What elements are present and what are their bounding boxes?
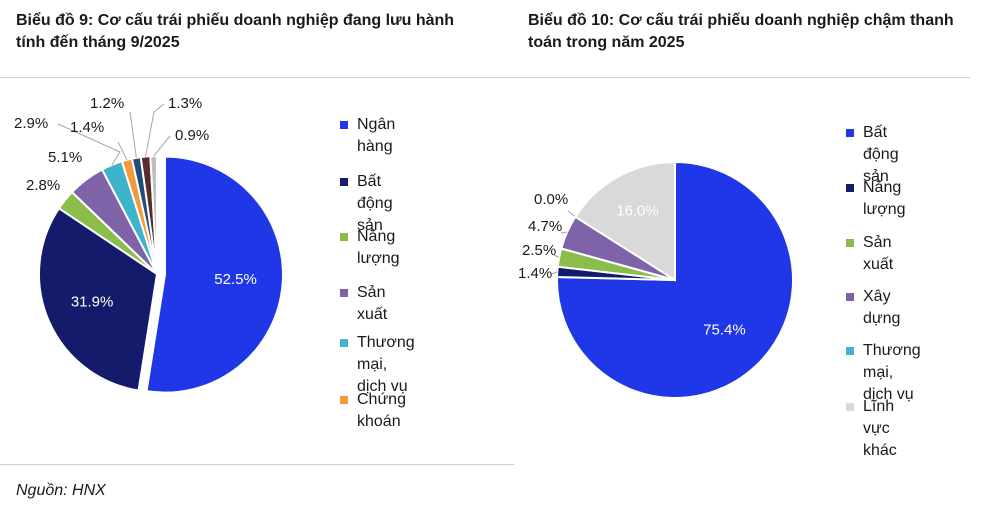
chart-9-label-7: 1.3%	[168, 95, 202, 112]
chart-10-title: Biểu đồ 10: Cơ cấu trái phiếu doanh nghi…	[528, 12, 954, 51]
chart-10-legend-label-2: Sản xuất	[863, 234, 894, 273]
chart-9-slice-1	[38, 206, 159, 392]
chart-10-leader-2	[553, 254, 560, 258]
chart-10-slice-5	[573, 160, 676, 282]
chart-9-legend-label-4: Thương mại, dịch vụ	[357, 334, 415, 395]
chart-9-legend-item-3: Sản xuất	[340, 282, 387, 326]
chart-9-legend-label-5: Chứng khoán	[357, 391, 406, 430]
chart-9-label-2: 2.8%	[26, 177, 60, 194]
chart-9-leader-6	[129, 111, 137, 158]
chart-10-legend-swatch-0	[846, 129, 854, 137]
chart-9-legend-item-5: Chứng khoán	[340, 389, 406, 433]
bottom-divider	[0, 464, 514, 465]
chart-9-legend-label-1: Bất động sản	[357, 173, 393, 234]
chart-9-legend-item-4: Thương mại, dịch vụ	[340, 332, 415, 398]
chart-10-legend-label-3: Xây dựng	[863, 288, 901, 327]
chart-9-leader-4	[57, 123, 121, 166]
chart-9-label-0: 52.5%	[214, 271, 257, 288]
chart-9-legend-swatch-1	[340, 178, 348, 186]
chart-10-label-4: 0.0%	[534, 191, 568, 208]
chart-10-leader-1	[551, 271, 558, 275]
chart-10-legend-swatch-2	[846, 239, 854, 247]
chart-10-leader-3	[560, 231, 568, 234]
chart-10-slice-0	[556, 160, 794, 399]
chart-9-slice-0	[145, 155, 284, 394]
chart-9-label-3: 5.1%	[48, 149, 82, 166]
top-divider	[0, 77, 970, 78]
chart-9-label-8: 0.9%	[175, 127, 209, 144]
chart-9-legend-swatch-3	[340, 289, 348, 297]
chart-10-legend-label-0: Bất động sản	[863, 124, 899, 185]
chart-10-legend-swatch-4	[846, 347, 854, 355]
chart-9-legend-swatch-5	[340, 396, 348, 404]
chart-10-legend-label-1: Năng lượng	[863, 179, 906, 218]
source-note: Nguồn: HNX	[16, 482, 106, 499]
chart-10-label-0: 75.4%	[703, 322, 746, 339]
chart-10-legend-item-0: Bất động sản	[846, 122, 899, 188]
chart-9-legend-label-3: Sản xuất	[357, 284, 388, 323]
chart-9-slice-8	[149, 154, 158, 275]
chart-9-leader-5	[117, 141, 128, 161]
chart-9-label-1: 31.9%	[71, 293, 114, 310]
chart-10-label-1: 1.4%	[518, 265, 552, 282]
chart-9-legend-label-2: Năng lượng	[357, 228, 400, 267]
chart-9-legend-swatch-4	[340, 339, 348, 347]
chart-9-legend-item-0: Ngân hàng	[340, 114, 395, 158]
chart-10-legend-swatch-3	[846, 293, 854, 301]
chart-9-leader-8	[153, 135, 171, 157]
chart-10-legend-item-3: Xây dựng	[846, 286, 900, 330]
chart-10-label-3: 4.7%	[528, 218, 562, 235]
chart-9-label-4: 2.9%	[14, 115, 48, 132]
chart-10-legend-swatch-5	[846, 403, 854, 411]
chart-9-legend-item-2: Năng lượng	[340, 226, 400, 270]
chart-9-label-5: 1.4%	[70, 119, 104, 136]
chart-9-leader-7	[145, 103, 165, 157]
chart-10-legend-item-5: Lĩnh vực khác	[846, 396, 897, 462]
chart-10-legend-swatch-1	[846, 184, 854, 192]
chart-9-label-6: 1.2%	[90, 95, 124, 112]
chart-10-legend-item-2: Sản xuất	[846, 232, 893, 276]
chart-10-legend-label-4: Thương mại, dịch vụ	[863, 342, 921, 403]
chart-9-legend-swatch-2	[340, 233, 348, 241]
chart-9-legend-label-0: Ngân hàng	[357, 116, 396, 155]
chart-10-legend-item-1: Năng lượng	[846, 177, 906, 221]
chart-9-legend-item-1: Bất động sản	[340, 171, 393, 237]
chart-10-legend-item-4: Thương mại, dịch vụ	[846, 340, 921, 406]
chart-9-title: Biểu đồ 9: Cơ cấu trái phiếu doanh nghiệ…	[16, 12, 455, 51]
chart-10-legend-label-5: Lĩnh vực khác	[863, 398, 897, 459]
chart-9-legend-swatch-0	[340, 121, 348, 129]
chart-10-label-2: 2.5%	[522, 242, 556, 259]
chart-10-label-5: 16.0%	[616, 203, 659, 220]
chart-10-leader-4	[567, 210, 576, 218]
